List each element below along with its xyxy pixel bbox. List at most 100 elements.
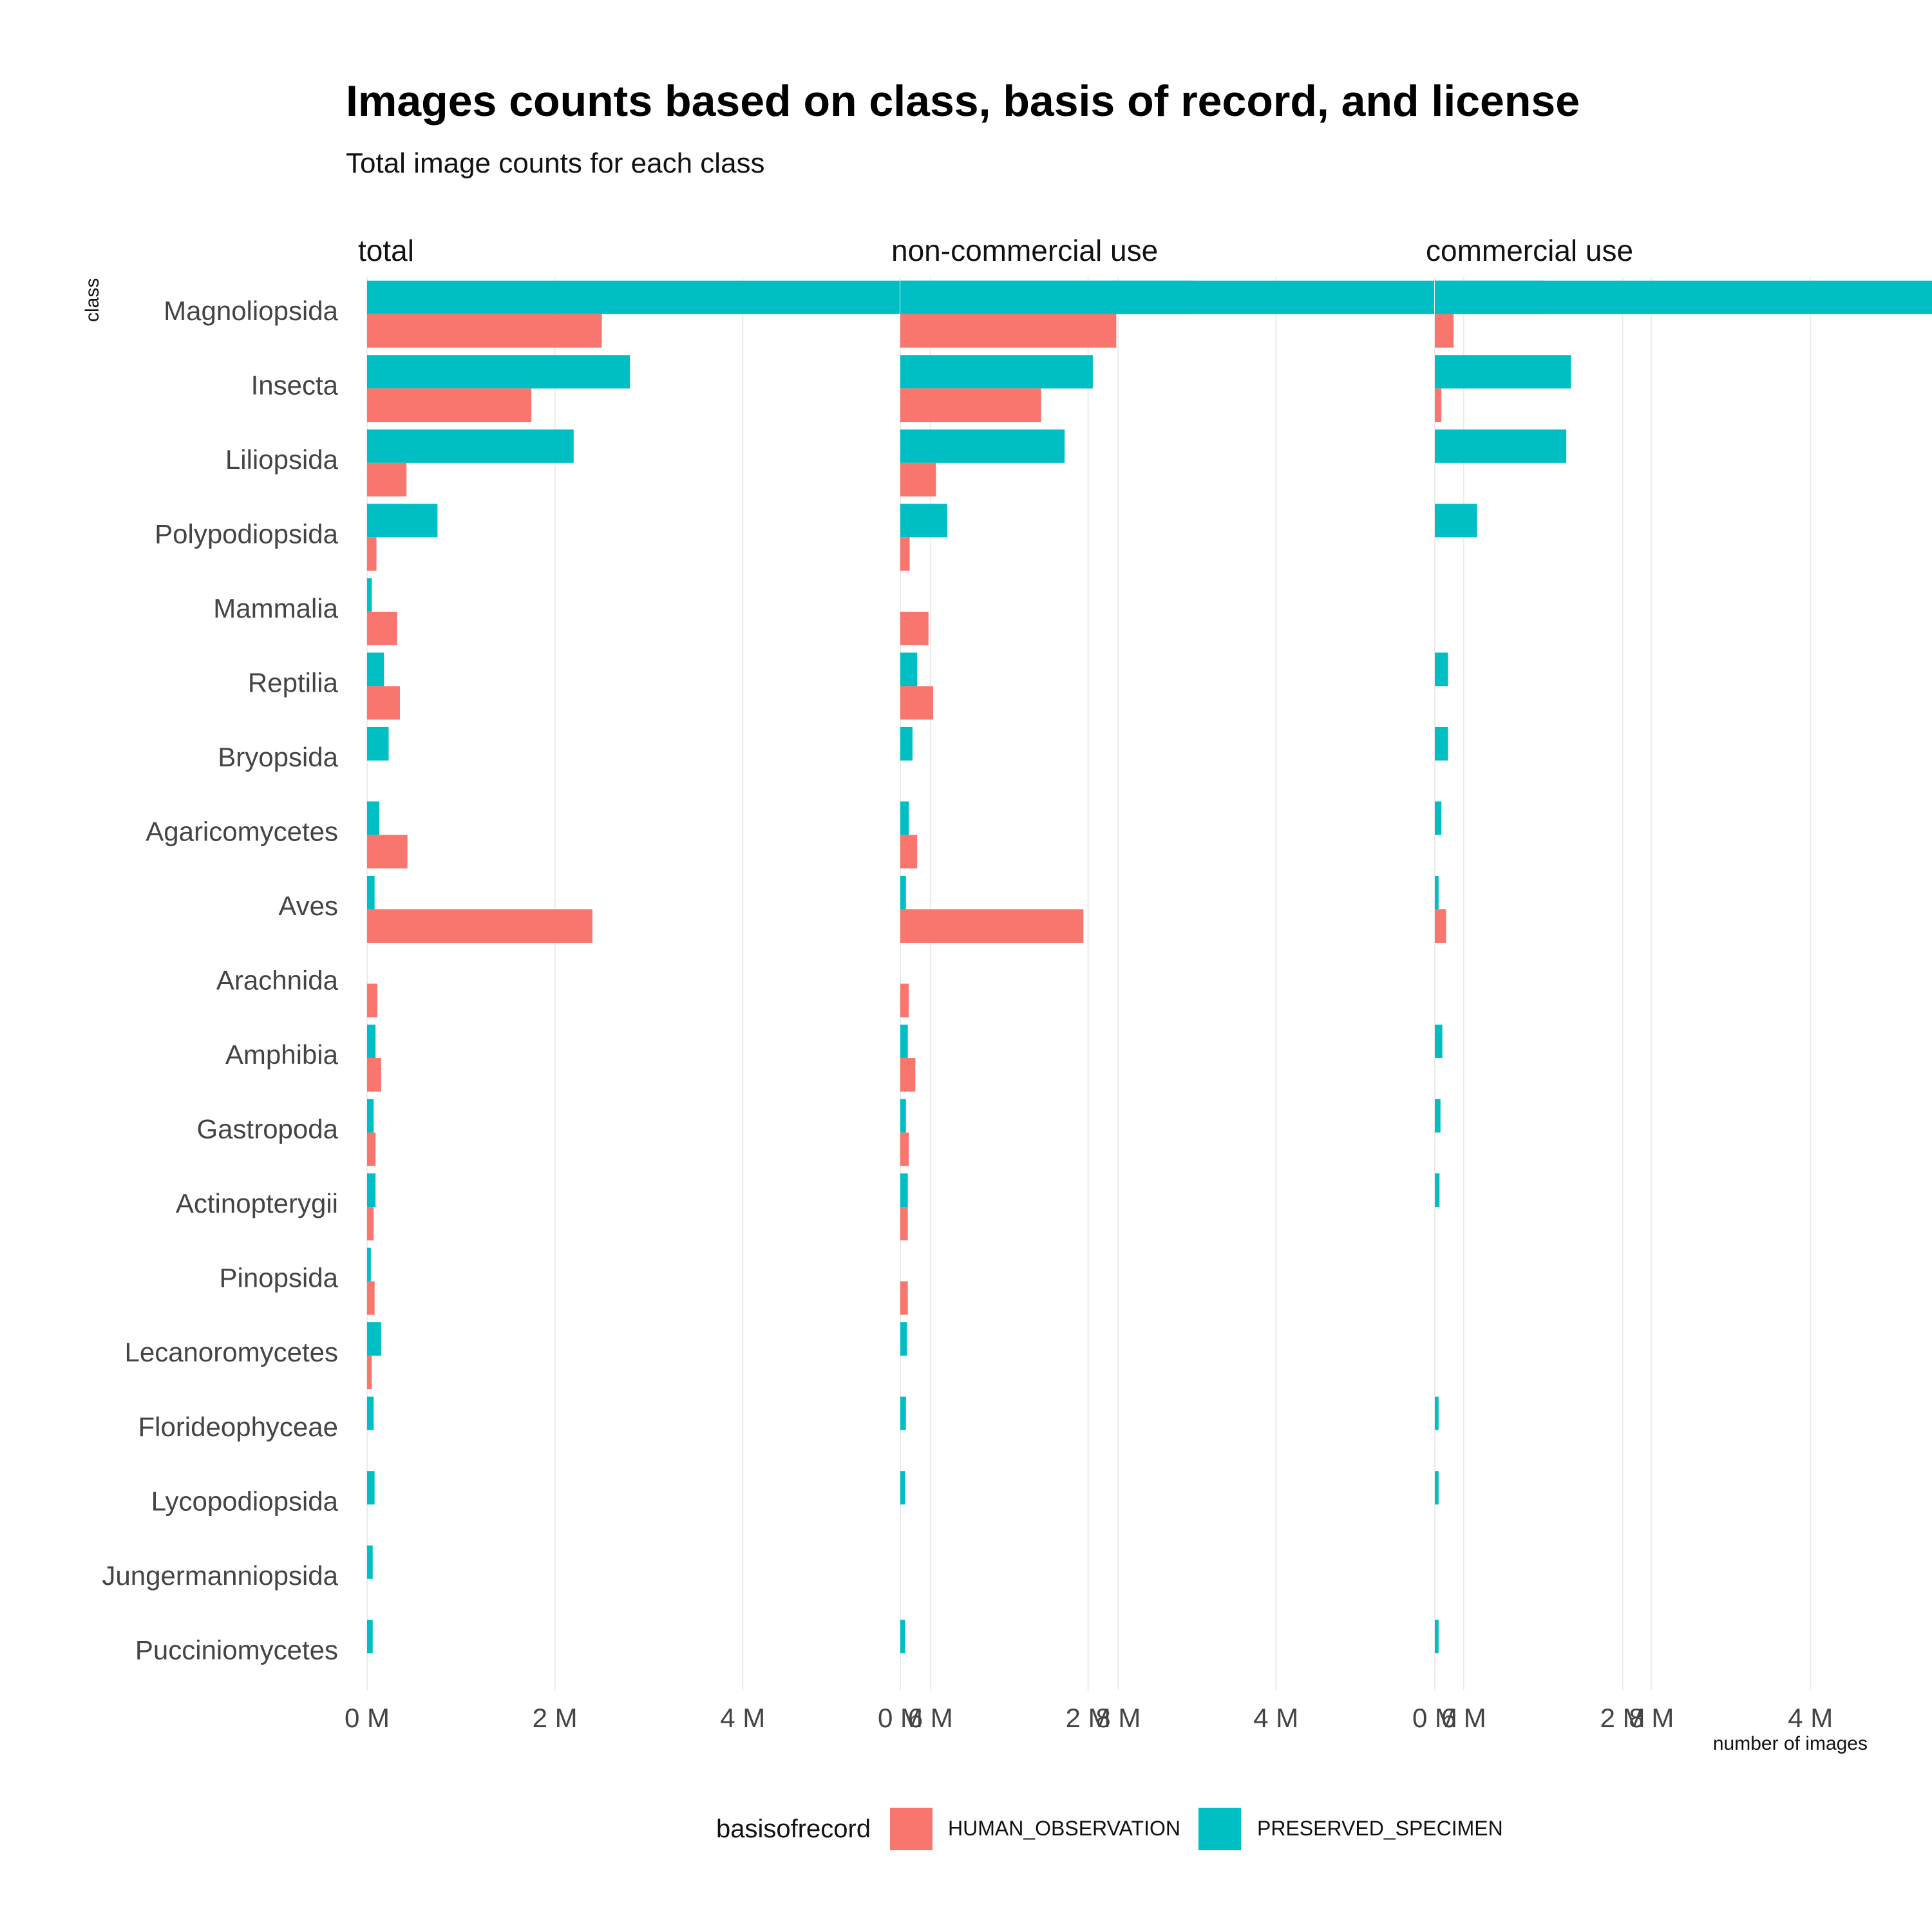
- x-tick-label: 0 M: [345, 1703, 390, 1733]
- bar-human-observation-agaricomycetes: [900, 835, 918, 869]
- bar-human-observation-gastropoda: [900, 1132, 909, 1166]
- bar-preserved-specimen-actinopterygii: [900, 1173, 908, 1208]
- x-tick-label: 8 M: [1629, 1703, 1674, 1733]
- category-label-aves: Aves: [278, 891, 338, 921]
- bar-human-observation-magnoliopsida: [367, 314, 602, 348]
- bar-preserved-specimen-pucciniomycetes: [900, 1620, 905, 1654]
- bar-human-observation-polypodiopsida: [900, 537, 910, 571]
- bar-preserved-specimen-insecta: [1435, 355, 1571, 389]
- legend: basisofrecord HUMAN_OBSERVATION PRESERVE…: [716, 1808, 1503, 1850]
- bar-human-observation-aves: [900, 909, 1084, 943]
- x-tick-label: 0 M: [878, 1703, 923, 1733]
- bar-human-observation-liliopsida: [367, 462, 407, 497]
- category-label-actinopterygii: Actinopterygii: [176, 1188, 338, 1218]
- bar-preserved-specimen-lecanoromycetes: [367, 1322, 381, 1356]
- bar-human-observation-aves: [1435, 909, 1446, 943]
- bar-preserved-specimen-lycopodiopsida: [900, 1471, 905, 1505]
- chart-title: Images counts based on class, basis of r…: [346, 77, 1580, 126]
- bar-preserved-specimen-bryopsida: [367, 726, 389, 761]
- bar-preserved-specimen-amphibia: [900, 1025, 908, 1059]
- legend-swatch-preserved-specimen: [1198, 1808, 1241, 1850]
- bar-preserved-specimen-polypodiopsida: [900, 504, 947, 538]
- bar-preserved-specimen-reptilia: [1435, 652, 1448, 687]
- bar-preserved-specimen-liliopsida: [900, 429, 1065, 463]
- bar-human-observation-gastropoda: [367, 1132, 376, 1166]
- category-label-jungermanniopsida: Jungermanniopsida: [102, 1560, 338, 1591]
- bar-human-observation-reptilia: [900, 686, 934, 720]
- bar-preserved-specimen-bryopsida: [1435, 726, 1448, 761]
- category-label-florideophyceae: Florideophyceae: [138, 1412, 338, 1442]
- bar-preserved-specimen-lycopodiopsida: [1435, 1471, 1439, 1505]
- bar-preserved-specimen-reptilia: [367, 652, 384, 687]
- bar-human-observation-arachnida: [367, 983, 378, 1018]
- bar-preserved-specimen-actinopterygii: [367, 1173, 376, 1208]
- bar-human-observation-pinopsida: [900, 1281, 908, 1315]
- bar-human-observation-reptilia: [367, 686, 401, 720]
- bar-preserved-specimen-agaricomycetes: [900, 801, 909, 835]
- legend-label-human-observation: HUMAN_OBSERVATION: [948, 1817, 1180, 1840]
- bar-preserved-specimen-magnoliopsida: [1435, 280, 1932, 314]
- bar-preserved-specimen-agaricomycetes: [367, 801, 379, 835]
- bar-preserved-specimen-aves: [367, 875, 375, 909]
- category-label-insecta: Insecta: [251, 370, 339, 400]
- bar-preserved-specimen-agaricomycetes: [1435, 801, 1442, 835]
- bar-preserved-specimen-polypodiopsida: [1435, 504, 1477, 538]
- x-tick-label: 2 M: [1066, 1703, 1111, 1733]
- bar-human-observation-insecta: [1435, 388, 1442, 422]
- bar-preserved-specimen-insecta: [900, 355, 1093, 389]
- bar-preserved-specimen-bryopsida: [900, 726, 913, 761]
- bar-preserved-specimen-reptilia: [900, 652, 918, 687]
- bar-preserved-specimen-gastropoda: [367, 1099, 374, 1133]
- x-axis-title: number of images: [1713, 1733, 1868, 1754]
- bar-preserved-specimen-florideophyceae: [900, 1396, 906, 1430]
- category-label-reptilia: Reptilia: [248, 667, 339, 697]
- category-label-pucciniomycetes: Pucciniomycetes: [135, 1634, 338, 1665]
- bar-preserved-specimen-lecanoromycetes: [900, 1322, 907, 1356]
- legend-swatch-human-observation: [890, 1808, 933, 1850]
- bar-preserved-specimen-florideophyceae: [367, 1396, 374, 1430]
- bar-human-observation-magnoliopsida: [1435, 314, 1454, 348]
- bar-human-observation-agaricomycetes: [367, 835, 408, 869]
- category-label-pinopsida: Pinopsida: [220, 1263, 339, 1293]
- facet-label-commercial-use: commercial use: [1426, 234, 1633, 267]
- bar-human-observation-pinopsida: [367, 1281, 375, 1315]
- bar-human-observation-amphibia: [367, 1058, 381, 1092]
- category-label-gastropoda: Gastropoda: [197, 1114, 339, 1144]
- x-tick-label: 6 M: [1441, 1703, 1486, 1733]
- x-tick-label: 0 M: [1412, 1703, 1457, 1733]
- bar-preserved-specimen-gastropoda: [1435, 1099, 1441, 1133]
- x-tick-label: 2 M: [1600, 1703, 1645, 1733]
- bar-preserved-specimen-liliopsida: [1435, 429, 1567, 463]
- category-label-bryopsida: Bryopsida: [218, 742, 338, 772]
- category-label-arachnida: Arachnida: [216, 965, 339, 996]
- bar-preserved-specimen-aves: [900, 875, 906, 909]
- facet-panels: total 0 M 2 M 4 M 6 M 8 M non-commercial use 0 …: [102, 234, 1932, 1733]
- legend-label-preserved-specimen: PRESERVED_SPECIMEN: [1257, 1817, 1503, 1840]
- bar-human-observation-polypodiopsida: [367, 537, 377, 571]
- bar-human-observation-liliopsida: [900, 462, 936, 497]
- bar-human-observation-mammalia: [900, 611, 929, 645]
- bar-preserved-specimen-mammalia: [367, 578, 372, 612]
- x-tick-label: 4 M: [1253, 1703, 1298, 1733]
- category-label-polypodiopsida: Polypodiopsida: [155, 518, 339, 549]
- category-label-mammalia: Mammalia: [213, 593, 338, 623]
- category-label-lycopodiopsida: Lycopodiopsida: [151, 1486, 339, 1516]
- bar-human-observation-actinopterygii: [900, 1207, 908, 1241]
- x-tick-label: 8 M: [1095, 1703, 1141, 1733]
- chart-subtitle: Total image counts for each class: [346, 147, 765, 179]
- bar-preserved-specimen-insecta: [367, 355, 630, 389]
- facet-panel-total: total 0 M 2 M 4 M 6 M 8 M: [345, 234, 1194, 1733]
- bar-preserved-specimen-amphibia: [1435, 1025, 1443, 1059]
- bar-preserved-specimen-pucciniomycetes: [1435, 1620, 1439, 1654]
- bar-human-observation-aves: [367, 909, 592, 943]
- category-label-agaricomycetes: Agaricomycetes: [146, 817, 338, 847]
- bar-human-observation-actinopterygii: [367, 1207, 374, 1241]
- y-axis-title: class: [82, 278, 103, 322]
- bar-preserved-specimen-actinopterygii: [1435, 1173, 1440, 1208]
- bar-human-observation-mammalia: [367, 611, 397, 645]
- bar-preserved-specimen-gastropoda: [900, 1099, 906, 1133]
- category-label-liliopsida: Liliopsida: [225, 444, 339, 475]
- bar-human-observation-insecta: [900, 388, 1041, 422]
- category-label-amphibia: Amphibia: [225, 1039, 339, 1070]
